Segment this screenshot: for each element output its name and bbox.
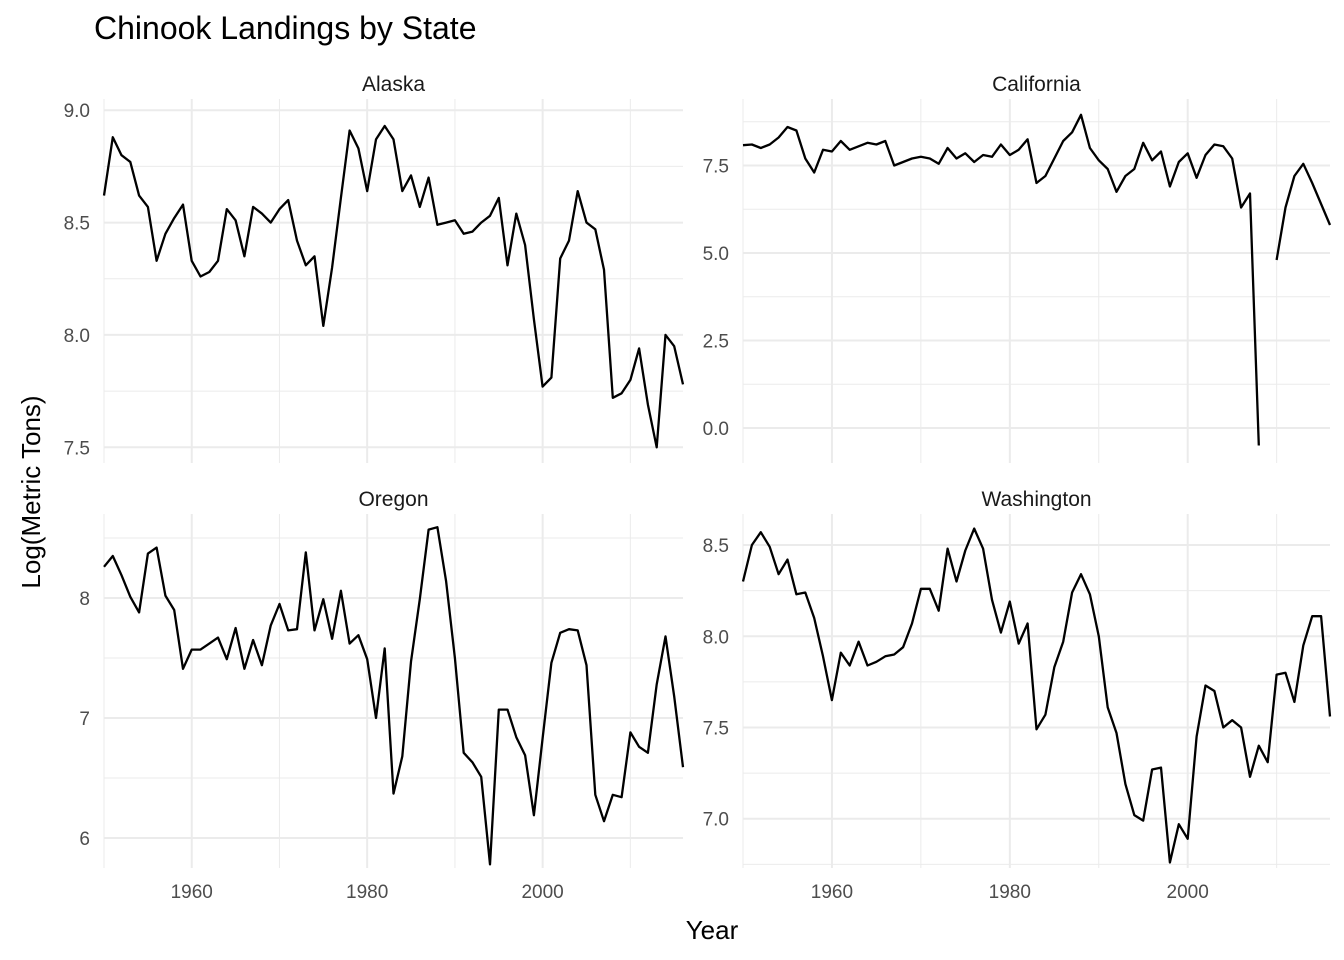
chart-panels: Alaska 7.5 8.0 8.5 9.0 California 0.0 2.5 5.0 7.5…: [64, 73, 1332, 903]
x-tick-label: 2000: [1167, 882, 1209, 903]
x-tick-label: 1960: [811, 882, 853, 903]
panel-oregon: Oregon 6 7 8 1960 1980 2000: [79, 488, 685, 903]
y-tick-label: 6: [79, 829, 90, 850]
y-tick-label: 8.5: [703, 536, 729, 557]
x-tick-label: 1960: [171, 882, 213, 903]
panel-title-oregon: Oregon: [358, 488, 428, 511]
panel-california: California 0.0 2.5 5.0 7.5: [703, 73, 1332, 463]
x-tick-label: 2000: [521, 882, 563, 903]
x-tick-label: 1980: [989, 882, 1031, 903]
x-axis-title: Year: [686, 915, 739, 945]
y-tick-label: 8.0: [64, 326, 90, 347]
y-tick-label: 7.0: [703, 810, 729, 831]
y-axis-title: Log(Metric Tons): [16, 395, 46, 588]
panel-title-alaska: Alaska: [362, 73, 425, 96]
y-tick-label: 7: [79, 709, 90, 730]
y-tick-label: 7.5: [703, 157, 729, 178]
chart-title: Chinook Landings by State: [94, 10, 476, 46]
series-line-washington: [741, 527, 1332, 864]
y-tick-label: 7.5: [703, 718, 729, 739]
series-line-california: [742, 113, 1332, 446]
y-tick-label: 2.5: [703, 332, 729, 353]
panel-title-california: California: [992, 73, 1081, 96]
x-tick-label: 1980: [346, 882, 388, 903]
panel-washington: Washington 7.0 7.5 8.0 8.5 1960 1980 2000: [703, 488, 1332, 903]
y-tick-label: 7.5: [64, 438, 90, 459]
y-tick-label: 0.0: [703, 419, 729, 440]
y-tick-label: 8.0: [703, 627, 729, 648]
y-tick-label: 5.0: [703, 244, 729, 265]
y-tick-label: 9.0: [64, 101, 90, 122]
series-line-oregon: [103, 526, 685, 866]
panel-alaska: Alaska 7.5 8.0 8.5 9.0: [64, 73, 685, 463]
y-tick-label: 8: [79, 589, 90, 610]
series-line-alaska: [102, 124, 685, 449]
y-tick-label: 8.5: [64, 214, 90, 235]
panel-title-washington: Washington: [981, 488, 1091, 511]
